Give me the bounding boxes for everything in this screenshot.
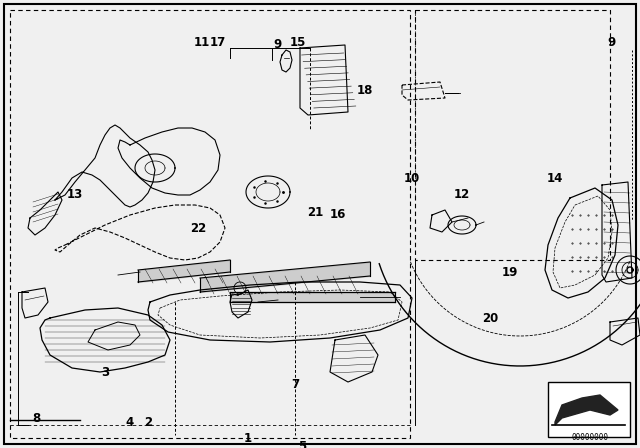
Text: 20: 20 [482,311,498,324]
Text: 7: 7 [291,379,299,392]
Bar [415,10,610,260]
Text: 00000000: 00000000 [572,432,609,441]
Text: 14: 14 [547,172,563,185]
Text: 11: 11 [194,35,210,48]
Text: 3: 3 [101,366,109,379]
Text: 5: 5 [298,440,306,448]
Text: 12: 12 [454,189,470,202]
Text: 18: 18 [357,83,373,96]
Text: 1: 1 [244,431,252,444]
Bar [548,382,630,437]
Text: 21: 21 [307,206,323,219]
Text: 13: 13 [67,189,83,202]
Text: 15: 15 [290,35,306,48]
Text: 9: 9 [274,39,282,52]
Text: 9: 9 [608,35,616,48]
Bar [10,10,410,438]
Text: 19: 19 [502,266,518,279]
Text: 8: 8 [32,412,40,425]
Text: 22: 22 [190,221,206,234]
Polygon shape [555,395,618,425]
Text: 17: 17 [210,35,226,48]
Text: 10: 10 [404,172,420,185]
Text: 2: 2 [144,415,152,428]
Text: 4: 4 [126,415,134,428]
Text: 16: 16 [330,208,346,221]
